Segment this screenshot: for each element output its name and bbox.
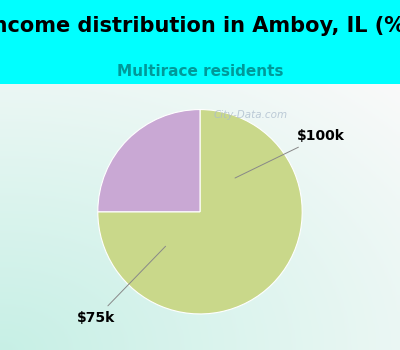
Text: Income distribution in Amboy, IL (%): Income distribution in Amboy, IL (%) bbox=[0, 16, 400, 36]
Wedge shape bbox=[98, 110, 200, 212]
Wedge shape bbox=[98, 110, 302, 314]
Text: City-Data.com: City-Data.com bbox=[214, 110, 288, 120]
Text: Multirace residents: Multirace residents bbox=[117, 64, 283, 79]
Text: $100k: $100k bbox=[235, 129, 345, 178]
Text: $75k: $75k bbox=[77, 246, 166, 324]
